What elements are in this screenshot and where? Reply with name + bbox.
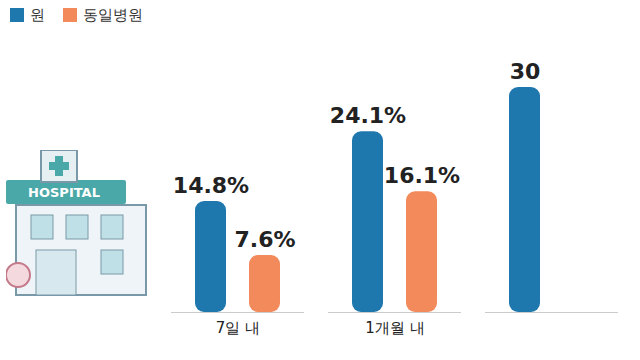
svg-text:1개월 내: 1개월 내	[365, 319, 424, 337]
svg-text:7.6%: 7.6%	[234, 227, 295, 252]
html-text:원: 원	[30, 5, 45, 24]
svg-text:14.8%: 14.8%	[173, 173, 249, 198]
html-text:동일병원: 동일병원	[83, 5, 143, 24]
svg-text:16.1%: 16.1%	[384, 163, 460, 188]
svg-text:HOSPITAL: HOSPITAL	[28, 185, 100, 200]
svg-text:30: 30	[510, 59, 541, 84]
svg-text:7일 내: 7일 내	[216, 319, 260, 337]
svg-text:24.1%: 24.1%	[330, 103, 406, 128]
